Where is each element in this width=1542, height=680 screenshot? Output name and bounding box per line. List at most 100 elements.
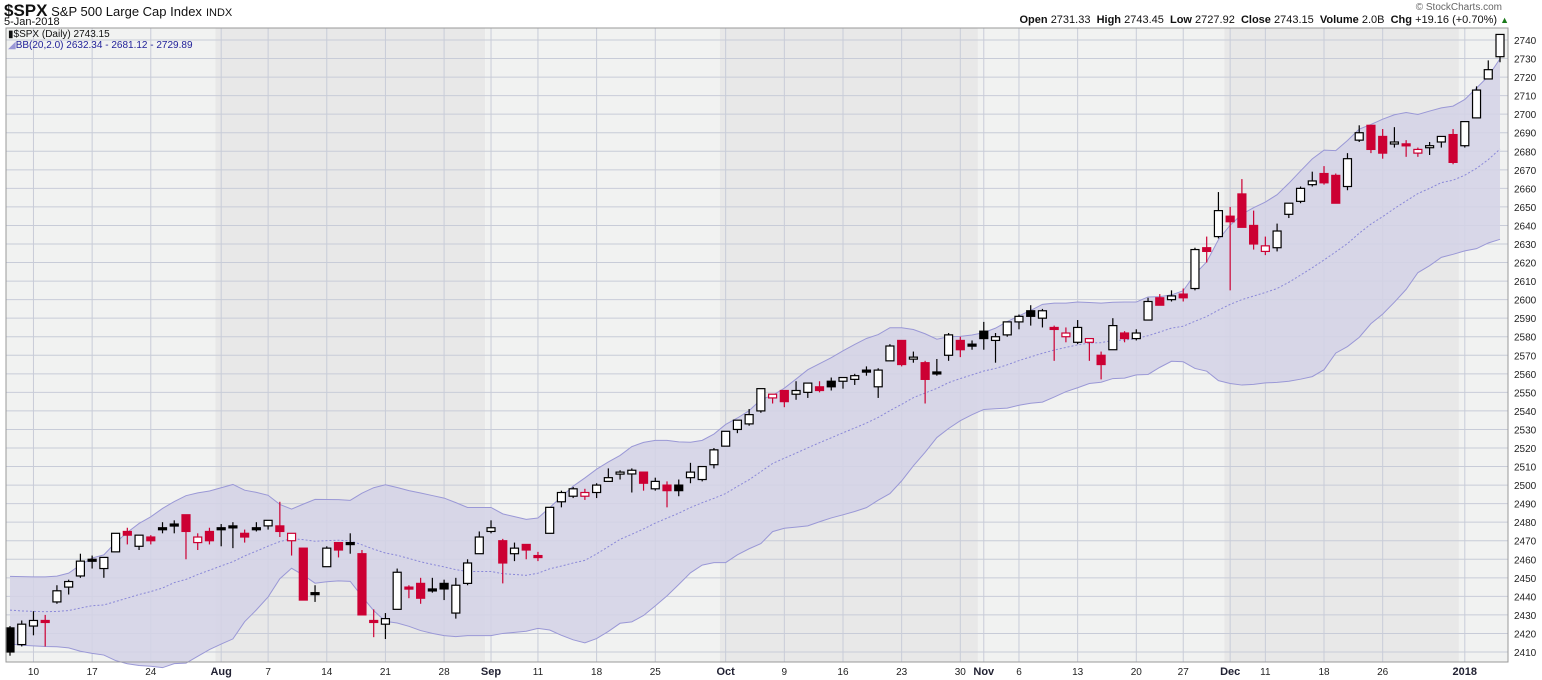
candle-body [1108, 325, 1118, 351]
x-tick-label: 10 [28, 667, 40, 678]
y-tick-label: 2450 [1514, 574, 1537, 585]
candle-body [838, 376, 848, 382]
candle [1483, 60, 1493, 80]
candle-body [545, 506, 555, 534]
candle-body [169, 523, 179, 527]
candle [110, 532, 121, 553]
candle [486, 520, 496, 534]
candle-body [568, 488, 578, 497]
y-tick-label: 2480 [1514, 518, 1537, 529]
candle [1319, 166, 1329, 185]
candle [1225, 206, 1235, 291]
candle-body [486, 527, 496, 533]
lower-band [9, 238, 1501, 669]
candle-body [908, 356, 918, 360]
candle [380, 613, 391, 640]
candle [216, 524, 226, 547]
candle-body [1495, 33, 1505, 58]
y-tick-label: 2640 [1514, 221, 1537, 232]
candle [193, 533, 203, 550]
candle-body [1460, 120, 1470, 147]
y-tick-label: 2630 [1514, 240, 1537, 251]
candle [850, 373, 860, 385]
x-tick-label: 9 [782, 667, 788, 678]
candle-body [1284, 202, 1294, 215]
volume-label: Volume [1319, 14, 1359, 26]
y-tick-label: 2610 [1514, 277, 1537, 288]
candle [1378, 129, 1388, 159]
candle-body [697, 465, 707, 481]
candle [1307, 171, 1317, 187]
candle [1084, 337, 1094, 361]
y-tick-label: 2520 [1514, 444, 1537, 455]
band-icon: ◢ [8, 40, 16, 51]
close-label: Close [1240, 14, 1271, 26]
candle [580, 488, 590, 500]
candle-body [5, 627, 15, 653]
candle-body [779, 389, 789, 403]
candle [592, 483, 602, 499]
y-tick-label: 2740 [1514, 36, 1537, 47]
candle [709, 448, 719, 469]
candle-body [1213, 210, 1224, 238]
plot-frame [5, 27, 1509, 663]
middle-band [9, 148, 1501, 613]
close-value: 2743.15 [1273, 14, 1314, 26]
candle [1460, 120, 1470, 148]
candle-body [638, 471, 649, 484]
y-tick-label: 2460 [1514, 555, 1537, 566]
candle [474, 531, 484, 555]
y-tick-label: 2680 [1514, 147, 1537, 158]
candle-body [592, 484, 602, 494]
candle-body [240, 532, 250, 538]
candle-body [322, 547, 332, 568]
candle [509, 542, 520, 562]
low-value: 2727.92 [1195, 14, 1235, 26]
candle-body [40, 619, 50, 624]
y-tick-label: 2510 [1514, 463, 1537, 474]
candle-body [1073, 326, 1083, 343]
candle [1237, 179, 1247, 228]
candle [627, 468, 637, 493]
candle [932, 358, 942, 376]
candle [603, 468, 613, 482]
candle-body [1166, 295, 1177, 301]
candle-body [1119, 332, 1130, 340]
candle [908, 351, 918, 363]
candle-body [204, 530, 215, 542]
high-value: 2743.45 [1124, 14, 1164, 26]
y-tick-label: 2650 [1514, 203, 1537, 214]
y-tick-label: 2530 [1514, 425, 1537, 436]
candle-body [134, 534, 144, 547]
candle-body [1155, 297, 1165, 306]
legend-bb: BB(20,2.0) 2632.34 - 2681.12 - 2729.89 [15, 40, 193, 51]
candle [861, 366, 872, 376]
candle-icon: ▮ [8, 29, 14, 40]
candle-body [439, 582, 449, 590]
candle-body [943, 334, 954, 356]
candle-body [920, 362, 930, 380]
candle-body [1096, 354, 1106, 366]
x-tick-label: Nov [973, 666, 995, 678]
candle [369, 609, 379, 638]
candle-body [674, 484, 684, 492]
candle-body [556, 491, 567, 503]
y-tick-label: 2730 [1514, 55, 1537, 66]
candle-body [1295, 187, 1306, 202]
chart-date: 5-Jan-2018 [4, 16, 60, 28]
candle-body [814, 386, 825, 392]
y-tick-label: 2600 [1514, 296, 1537, 307]
candle [1178, 288, 1188, 302]
x-tick-label: 7 [265, 667, 271, 678]
copyright: © StockCharts.com [1415, 2, 1502, 13]
x-tick-label: 11 [1260, 667, 1271, 678]
candle [1471, 86, 1482, 119]
candle [650, 477, 660, 491]
candle [228, 522, 238, 549]
candle-body [1307, 180, 1317, 186]
candle [1425, 142, 1435, 155]
candle [1143, 297, 1153, 321]
y-tick-label: 2440 [1514, 592, 1537, 603]
candle-body [75, 560, 85, 577]
candle-body [1178, 293, 1188, 299]
